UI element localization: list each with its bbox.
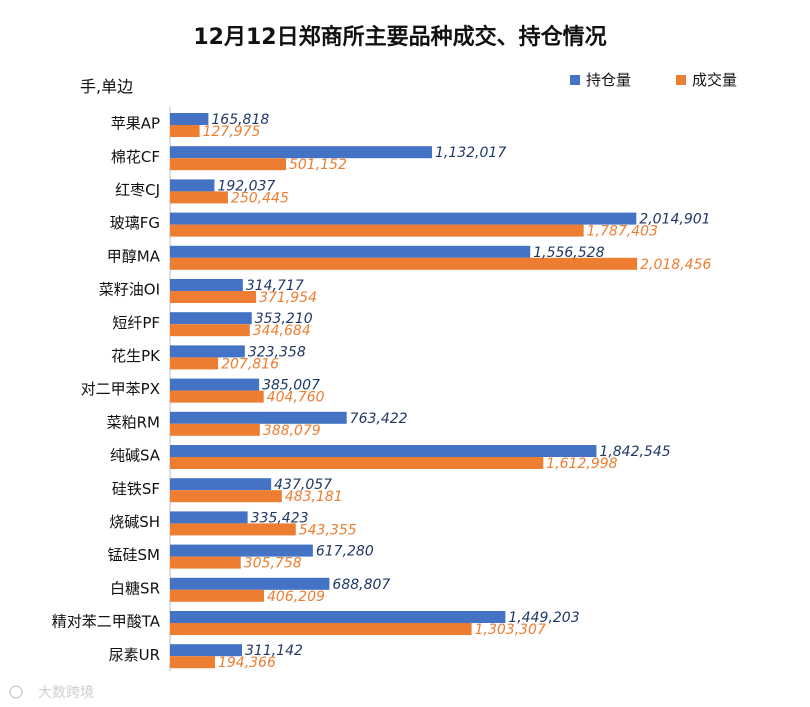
data-label-holdings: 1,842,545 [599, 444, 670, 460]
bar-volume [170, 158, 286, 171]
data-label-holdings: 165,818 [211, 112, 269, 128]
bar-volume [170, 656, 215, 669]
bar-holdings [170, 544, 313, 557]
bar-holdings [170, 577, 330, 590]
data-label-volume: 1,787,403 [587, 224, 658, 240]
data-label-volume: 543,355 [299, 522, 357, 538]
data-label-holdings: 335,423 [251, 510, 309, 526]
bar-volume [170, 390, 264, 403]
bar-holdings [170, 511, 248, 524]
data-label-holdings: 763,422 [350, 411, 408, 427]
category-label: 短纤PF [112, 314, 160, 332]
bar-holdings [170, 644, 243, 657]
data-label-holdings: 2,014,901 [639, 212, 710, 228]
bar-volume [170, 291, 257, 303]
chart-title: 12月12日郑商所主要品种成交、持仓情况 [193, 24, 606, 50]
watermark-logo-icon [9, 685, 23, 699]
data-label-volume: 194,366 [218, 655, 276, 671]
legend-swatch-volume [676, 75, 686, 85]
data-label-holdings: 617,280 [316, 544, 374, 560]
data-label-volume: 250,445 [231, 190, 289, 206]
category-label: 红枣CJ [115, 181, 160, 199]
watermark-text: 大数跨境 [38, 685, 94, 701]
category-label: 尿素UR [109, 646, 160, 664]
data-label-holdings: 1,132,017 [435, 145, 506, 161]
category-label: 对二甲苯PX [81, 380, 160, 398]
bar-holdings [170, 312, 252, 325]
data-label-holdings: 385,007 [262, 378, 320, 394]
bar-holdings [170, 411, 347, 424]
bar-volume [170, 423, 260, 436]
category-label: 硅铁SF [112, 480, 160, 498]
data-label-volume: 207,816 [221, 356, 279, 372]
bar-holdings [170, 378, 260, 391]
bar-holdings [170, 611, 506, 623]
category-label: 白糖SR [110, 579, 160, 597]
data-label-volume: 344,684 [253, 323, 311, 339]
bar-holdings [170, 279, 243, 291]
unit-label: 手,单边 [80, 77, 133, 96]
legend-label-holdings: 持仓量 [586, 71, 631, 89]
category-label: 锰硅SM [108, 546, 160, 564]
bar-holdings [170, 445, 597, 457]
data-label-volume: 1,612,998 [546, 456, 617, 472]
legend: 持仓量 成交量 [570, 71, 737, 89]
category-label: 菜籽油OI [99, 281, 160, 299]
bar-volume [170, 523, 296, 536]
category-label: 精对苯二甲酸TA [52, 613, 161, 631]
legend-swatch-holdings [570, 75, 580, 85]
bar-volume [170, 224, 584, 237]
bar-volume [170, 623, 472, 635]
bar-volume [170, 357, 219, 370]
category-label: 玻璃FG [110, 214, 160, 232]
data-label-holdings: 314,717 [246, 278, 304, 294]
bar-holdings [170, 345, 245, 358]
bar-volume [170, 191, 228, 204]
bar-volume [170, 257, 638, 270]
bars [170, 113, 638, 669]
category-label: 花生PK [111, 347, 161, 365]
category-label: 苹果AP [111, 115, 160, 133]
data-label-holdings: 1,449,203 [508, 610, 579, 626]
data-label-volume: 371,954 [259, 290, 317, 306]
bar-volume [170, 589, 265, 602]
bar-holdings [170, 245, 531, 258]
data-label-volume: 483,181 [285, 489, 343, 505]
category-label: 菜粕RM [107, 413, 160, 431]
data-label-volume: 388,079 [263, 423, 321, 439]
bar-holdings [170, 146, 432, 159]
data-label-volume: 404,760 [267, 390, 325, 406]
data-label-holdings: 192,037 [217, 178, 275, 194]
category-label: 烧碱SH [109, 513, 160, 531]
bar-volume [170, 457, 544, 469]
bar-volume [170, 324, 250, 337]
bar-volume [170, 490, 282, 503]
bar-holdings [170, 179, 215, 192]
bar-volume [170, 125, 200, 137]
data-label-volume: 2,018,456 [640, 257, 711, 273]
data-label-holdings: 353,210 [255, 311, 313, 327]
watermark: 大数跨境 [9, 685, 94, 701]
data-label-holdings: 323,358 [248, 344, 306, 360]
bar-holdings [170, 113, 209, 125]
category-label: 甲醇MA [107, 247, 161, 265]
data-label-volume: 1,303,307 [475, 622, 546, 638]
data-label-holdings: 437,057 [274, 477, 332, 493]
data-label-holdings: 1,556,528 [533, 245, 604, 261]
bar-holdings [170, 212, 637, 225]
data-label-volume: 305,758 [244, 556, 302, 572]
data-label-holdings: 311,142 [245, 643, 303, 659]
bar-volume [170, 556, 241, 569]
category-labels: 苹果AP 棉花CF 红枣CJ 玻璃FG 甲醇MA 菜籽油OI 短纤PF 花生PK 对二甲苯PX 菜… [52, 115, 161, 664]
data-label-volume: 406,209 [267, 589, 325, 605]
legend-label-volume: 成交量 [692, 71, 737, 89]
category-label: 棉花CF [111, 148, 160, 166]
bar-holdings [170, 478, 272, 491]
data-label-volume: 127,975 [203, 124, 261, 140]
data-label-holdings: 688,807 [332, 577, 390, 593]
category-label: 纯碱SA [110, 447, 161, 465]
data-label-volume: 501,152 [289, 157, 347, 173]
